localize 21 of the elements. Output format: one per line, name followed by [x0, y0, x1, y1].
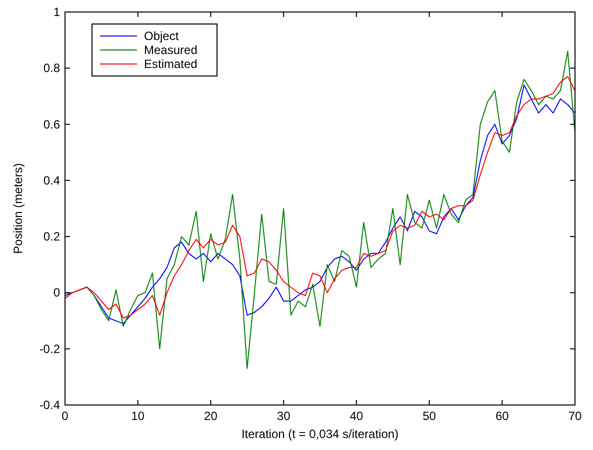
legend-label: Estimated — [144, 57, 198, 71]
y-tick-label: 1 — [53, 5, 60, 19]
legend-label: Measured — [144, 43, 198, 57]
x-tick-label: 60 — [495, 409, 510, 423]
x-axis-title: Iteration (t = 0,034 s/iteration) — [241, 427, 399, 441]
y-tick-label: 0.2 — [43, 230, 60, 244]
x-tick-label: 40 — [350, 409, 364, 423]
y-tick-label: 0.6 — [43, 117, 60, 132]
x-tick-label: 20 — [204, 409, 218, 423]
x-tick-label: 30 — [276, 409, 291, 423]
y-axis-title: Position (meters) — [11, 163, 25, 254]
y-tick-label: 0 — [53, 286, 60, 300]
y-tick-label: -0.4 — [39, 398, 60, 412]
legend-label: Object — [144, 29, 180, 43]
x-tick-label: 70 — [568, 409, 582, 423]
y-tick-label: 0.8 — [43, 61, 60, 76]
x-tick-label: 50 — [422, 409, 436, 423]
x-tick-label: 0 — [62, 409, 69, 423]
y-tick-label: 0.4 — [43, 173, 60, 188]
y-tick-label: -0.2 — [39, 342, 60, 356]
x-tick-label: 10 — [131, 409, 145, 423]
